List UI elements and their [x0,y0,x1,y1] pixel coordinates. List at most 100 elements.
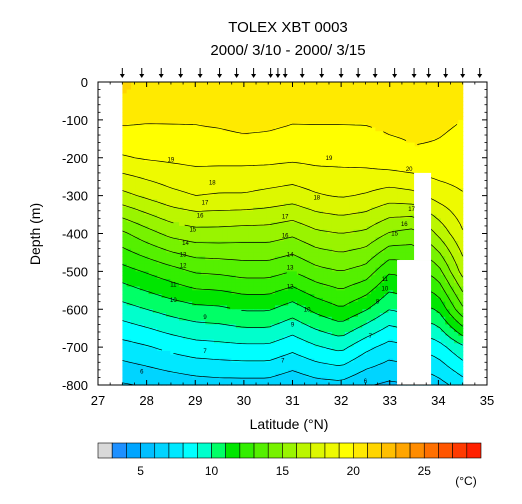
field-cell [257,241,263,246]
field-cell [384,271,390,276]
field-cell [362,199,368,204]
field-cell [340,301,346,307]
field-cell [135,275,141,280]
field-cell [410,169,416,174]
field-cell [283,210,289,216]
field-cell [235,188,241,193]
field-cell [362,142,368,147]
field-cell [139,188,145,193]
field-cell [192,237,198,242]
field-cell [401,195,407,201]
field-cell [349,85,355,91]
field-cell [323,203,329,208]
field-cell [213,104,219,110]
field-cell [432,271,438,276]
field-cell [379,108,385,113]
field-cell [458,225,464,231]
field-cell [440,123,446,129]
field-cell [327,119,333,125]
field-cell [174,123,180,129]
field-cell [392,119,398,125]
field-cell [279,210,285,216]
field-cell [222,191,228,197]
field-cell [449,89,455,94]
field-cell [266,286,272,291]
field-cell [148,82,154,87]
field-cell [375,119,381,125]
field-cell [445,165,451,170]
field-cell [445,241,451,246]
field-cell [375,316,381,322]
field-cell [235,290,241,295]
field-cell [275,176,280,182]
field-cell [165,237,171,242]
field-cell [432,82,438,87]
field-cell [379,135,385,140]
field-cell [213,222,219,227]
field-cell [270,112,276,117]
field-cell [209,180,215,185]
field-cell [288,206,294,212]
field-cell [257,199,263,204]
field-cell [200,119,206,125]
field-cell [253,218,259,223]
field-cell [371,169,377,174]
field-cell [340,210,346,216]
field-cell [275,313,280,318]
field-cell [135,248,141,254]
field-cell [314,320,320,325]
field-cell [135,320,141,325]
field-cell [248,225,254,231]
field-cell [336,112,342,117]
field-cell [200,222,206,227]
field-cell [165,108,171,113]
field-cell [432,225,438,231]
field-cell [275,146,280,151]
field-cell [126,275,132,280]
field-cell [453,150,459,155]
field-cell [414,112,420,117]
field-cell [449,222,455,227]
field-cell [244,104,250,110]
field-cell [440,244,446,250]
field-cell [301,153,307,159]
field-cell [344,93,350,98]
field-cell [414,146,420,151]
field-cell [397,256,403,261]
field-cell [231,153,237,159]
field-cell [266,188,272,193]
field-cell [209,316,215,322]
field-cell [275,286,280,291]
field-cell [353,116,359,121]
field-cell [144,153,150,159]
field-cell [135,123,141,129]
field-cell [187,267,193,272]
field-cell [445,138,451,144]
field-cell [205,222,211,227]
field-cell [257,222,263,227]
field-cell [327,104,333,110]
field-cell [419,123,425,129]
field-cell [427,100,433,106]
field-cell [213,244,219,250]
field-cell [445,275,451,280]
field-cell [357,237,363,242]
field-cell [144,146,150,151]
field-cell [458,256,464,261]
field-cell [240,225,246,231]
field-cell [192,97,198,102]
field-cell [392,301,398,307]
field-cell [379,301,385,307]
field-cell [453,119,459,125]
field-cell [336,100,342,106]
field-cell [244,153,250,159]
field-cell [248,244,254,250]
field-cell [174,184,180,189]
field-cell [331,135,337,140]
field-cell [144,169,150,174]
field-cell [340,85,346,91]
field-cell [392,210,398,216]
field-cell [248,188,254,193]
field-cell [170,316,176,322]
field-cell [288,248,294,254]
